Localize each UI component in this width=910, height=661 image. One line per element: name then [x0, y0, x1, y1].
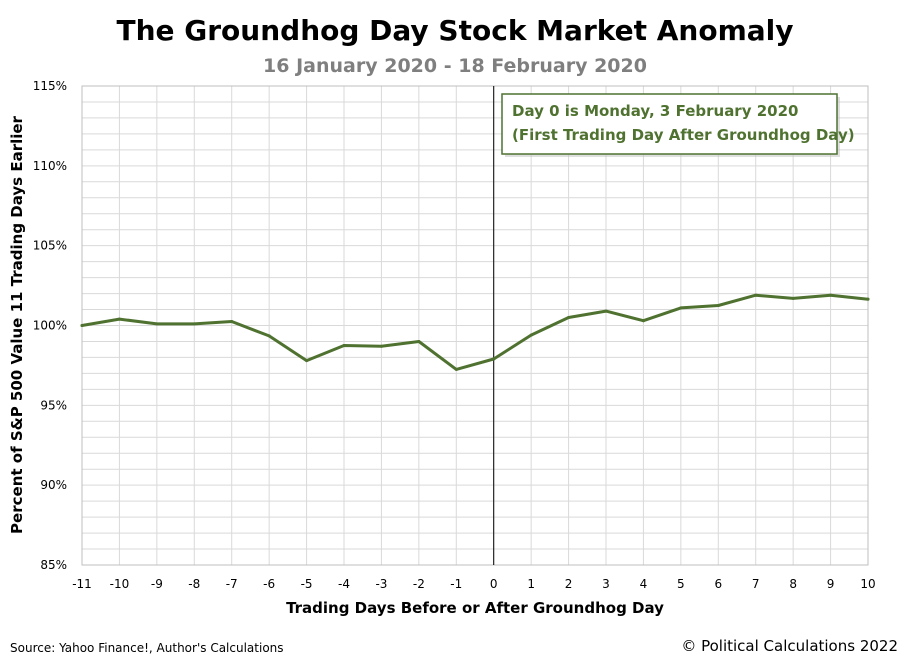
- data-point: [417, 339, 421, 343]
- x-tick-label: -3: [375, 577, 387, 591]
- y-tick-label: 100%: [33, 319, 67, 333]
- y-axis-title: Percent of S&P 500 Value 11 Trading Days…: [8, 115, 26, 533]
- data-point: [679, 306, 683, 310]
- x-tick-label: 9: [827, 577, 835, 591]
- x-tick-label: -1: [450, 577, 462, 591]
- data-point: [829, 293, 833, 297]
- data-point: [267, 334, 271, 338]
- annotation-line-1: Day 0 is Monday, 3 February 2020: [512, 102, 798, 120]
- x-tick-label: 8: [789, 577, 797, 591]
- annotation-line-2: (First Trading Day After Groundhog Day): [512, 126, 855, 144]
- x-tick-label: 5: [677, 577, 685, 591]
- data-point: [305, 359, 309, 363]
- data-point: [192, 322, 196, 326]
- y-tick-label: 115%: [33, 79, 67, 93]
- annotation-box: Day 0 is Monday, 3 February 2020 (First …: [501, 93, 855, 157]
- data-point: [529, 333, 533, 337]
- data-point: [754, 293, 758, 297]
- x-tick-label: 4: [640, 577, 648, 591]
- data-point: [117, 317, 121, 321]
- data-point: [155, 322, 159, 326]
- y-tick-label: 105%: [33, 239, 67, 253]
- copyright-note: © Political Calculations 2022: [681, 637, 898, 655]
- x-tick-label: -9: [151, 577, 163, 591]
- data-point: [567, 316, 571, 320]
- source-note: Source: Yahoo Finance!, Author's Calcula…: [10, 641, 284, 655]
- y-tick-label: 110%: [33, 159, 67, 173]
- x-tick-label: -7: [226, 577, 238, 591]
- x-tick-label: 6: [714, 577, 722, 591]
- y-tick-label: 85%: [40, 558, 67, 572]
- data-point: [604, 309, 608, 313]
- x-tick-label: 1: [527, 577, 535, 591]
- data-point: [716, 304, 720, 308]
- x-tick-label: 3: [602, 577, 610, 591]
- data-point: [492, 357, 496, 361]
- horizontal-gridlines: [82, 85, 868, 566]
- x-tick-label: 7: [752, 577, 760, 591]
- x-tick-label: 10: [860, 577, 875, 591]
- chart-subtitle: 16 January 2020 - 18 February 2020: [263, 55, 647, 77]
- data-point: [230, 320, 234, 324]
- y-tick-label: 90%: [40, 478, 67, 492]
- x-axis-title: Trading Days Before or After Groundhog D…: [286, 599, 664, 617]
- data-point: [80, 324, 84, 327]
- data-point: [641, 319, 645, 323]
- x-tick-label: -10: [110, 577, 130, 591]
- data-point: [866, 297, 870, 301]
- data-points: [80, 293, 870, 371]
- x-tick-label: 2: [565, 577, 573, 591]
- x-tick-label: -11: [72, 577, 92, 591]
- y-axis-ticks: 85% 90% 95% 100% 105% 110% 115%: [33, 79, 67, 572]
- x-tick-label: -8: [188, 577, 200, 591]
- data-point: [791, 296, 795, 300]
- x-axis-ticks: -11 -10 -9 -8 -7 -6 -5 -4 -3 -2 -1 0 1 2 3 4 5 6 7 8 9 10: [72, 577, 875, 591]
- data-point: [379, 344, 383, 348]
- data-point: [454, 367, 458, 371]
- data-point: [342, 343, 346, 347]
- chart-title: The Groundhog Day Stock Market Anomaly: [116, 14, 793, 47]
- x-tick-label: -4: [338, 577, 350, 591]
- y-tick-label: 95%: [40, 398, 67, 412]
- series-line-sp500: [80, 293, 870, 371]
- x-tick-label: 0: [490, 577, 498, 591]
- x-tick-label: -6: [263, 577, 275, 591]
- x-tick-label: -2: [413, 577, 425, 591]
- x-tick-label: -5: [301, 577, 313, 591]
